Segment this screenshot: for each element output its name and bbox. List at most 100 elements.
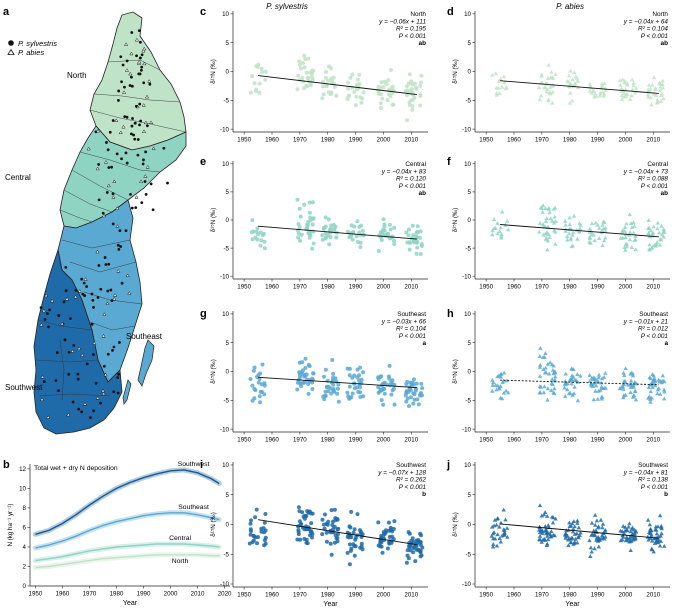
data-point — [297, 376, 302, 381]
data-point — [587, 236, 593, 241]
data-point — [497, 524, 502, 529]
data-point — [320, 517, 325, 522]
x-tick-label: 2000 — [377, 437, 391, 444]
data-point — [356, 389, 361, 394]
y-tick-label: 10 — [464, 11, 471, 18]
data-point — [490, 524, 495, 529]
data-points — [248, 356, 425, 408]
data-point — [621, 370, 626, 375]
x-tick-label: 1960 — [56, 591, 70, 598]
data-point — [572, 541, 577, 545]
data-point — [652, 243, 657, 247]
map-site-pine — [136, 153, 140, 157]
map-site-pine — [64, 289, 68, 292]
data-point — [309, 521, 314, 526]
y-tick-label: 4 — [23, 544, 27, 551]
data-point — [358, 531, 363, 536]
x-tick-label: 1970 — [293, 284, 307, 291]
stats-r-squared: R² = 0.120 — [396, 176, 426, 183]
data-point — [620, 77, 625, 82]
data-point — [630, 384, 635, 389]
data-point — [629, 378, 634, 383]
data-point — [296, 222, 301, 227]
data-point — [592, 94, 597, 99]
data-point — [603, 87, 608, 92]
data-point — [323, 231, 328, 236]
data-point — [297, 62, 302, 67]
data-point — [302, 202, 307, 207]
map-site-pine — [97, 264, 101, 267]
data-point — [537, 97, 542, 102]
data-point — [376, 91, 381, 96]
data-point — [563, 394, 568, 398]
data-point — [407, 247, 412, 252]
x-tick-label: 1990 — [349, 137, 363, 144]
data-point — [376, 520, 381, 525]
data-point — [255, 237, 260, 242]
map-site-pine — [117, 372, 121, 376]
data-point — [544, 216, 549, 221]
data-point — [503, 517, 508, 522]
data-point — [321, 79, 326, 84]
map-site-pine — [68, 317, 72, 321]
chart-panel-e: e 1950 1960 1970 1980 1990 2000 2010 -10 -5 0 5 10 δ¹… — [200, 156, 428, 291]
data-point — [490, 377, 495, 382]
stats-region-label: Central — [647, 161, 668, 168]
map-site-pine — [80, 410, 84, 414]
x-axis-label: Year — [323, 601, 338, 608]
data-point — [574, 75, 580, 80]
map-site-pine — [48, 308, 51, 312]
data-point — [552, 228, 557, 233]
panel-label-d: d — [447, 6, 454, 18]
data-point — [659, 223, 664, 228]
data-point — [300, 61, 305, 65]
map-site-pine — [129, 192, 132, 196]
data-point — [502, 532, 507, 537]
data-point — [647, 375, 652, 379]
data-point — [569, 376, 574, 381]
data-point — [629, 527, 634, 531]
data-point — [253, 388, 258, 393]
data-point — [350, 375, 355, 380]
data-point — [498, 520, 504, 525]
data-point — [405, 396, 410, 401]
data-point — [545, 87, 550, 91]
data-point — [628, 390, 633, 394]
data-point — [379, 238, 384, 242]
x-tick-label: 1950 — [237, 284, 251, 291]
map-site-spruce — [66, 412, 71, 417]
data-point — [329, 226, 333, 231]
data-points — [489, 503, 667, 558]
data-point — [540, 528, 545, 533]
stats-equation: y = −0.01x + 21 — [623, 318, 669, 325]
x-tick-label: 2000 — [619, 437, 633, 444]
stats-region-label: Southeast — [639, 311, 668, 318]
map-site-pine — [125, 161, 129, 165]
data-point — [621, 382, 627, 387]
data-point — [549, 381, 554, 386]
data-point — [588, 240, 593, 245]
data-point — [490, 531, 496, 536]
map-label-southeast: Southeast — [126, 332, 163, 341]
data-point — [385, 98, 390, 103]
data-point — [602, 238, 607, 243]
data-point — [572, 82, 577, 87]
y-tick-label: 0 — [468, 522, 472, 529]
data-point — [297, 59, 302, 64]
data-point — [392, 225, 397, 230]
data-point — [262, 239, 267, 244]
map-site-spruce — [101, 391, 106, 396]
data-point — [494, 387, 499, 392]
data-point — [577, 221, 582, 226]
data-point — [619, 93, 625, 97]
y-tick-label: -5 — [465, 98, 471, 105]
map-site-spruce — [139, 179, 144, 183]
y-axis-label: δ¹⁵N (‰) — [452, 512, 459, 537]
data-point — [628, 548, 633, 552]
data-point — [566, 79, 571, 84]
map-site-pine — [166, 181, 169, 185]
data-point — [629, 93, 634, 98]
data-point — [298, 214, 303, 219]
map-site-spruce — [102, 312, 107, 316]
data-point — [629, 225, 635, 230]
